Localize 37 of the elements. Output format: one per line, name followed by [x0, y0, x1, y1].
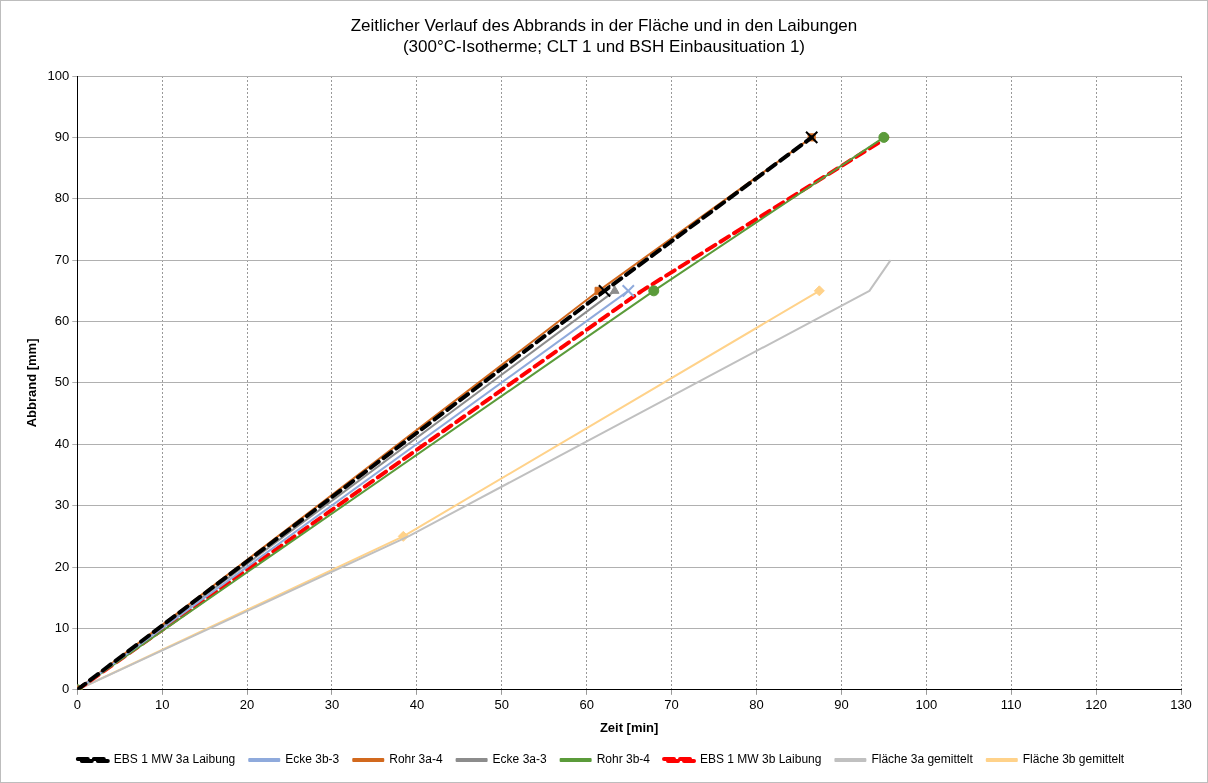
y-tick-label: 60 [54, 313, 70, 329]
x-tick-label: 90 [834, 697, 849, 713]
y-tick-label: 70 [54, 251, 70, 267]
x-axis-title: Zeit [min] [599, 719, 659, 735]
x-tick-label: 70 [664, 697, 679, 713]
x-tick-label: 0 [73, 697, 81, 713]
y-tick-label: 0 [62, 681, 70, 697]
legend-label: Fläche 3b gemittelt [1022, 752, 1125, 767]
x-tick-label: 10 [154, 697, 170, 713]
x-tick-label: 80 [749, 697, 764, 713]
y-tick-label: 20 [54, 558, 70, 574]
legend-label: Fläche 3a gemittelt [871, 752, 974, 767]
legend-label: EBS 1 MW 3a Laibung [113, 752, 236, 767]
x-tick-label: 20 [239, 697, 255, 713]
y-axis-title: Abbrand [mm] [24, 338, 40, 428]
chart-subtitle: (300°C-Isotherme; CLT 1 und BSH Einbausituation 1) [401, 36, 807, 57]
y-tick-label: 100 [47, 67, 70, 83]
y-tick-label: 10 [54, 620, 70, 635]
x-tick-label: 120 [1085, 697, 1107, 713]
x-tick-label: 130 [1170, 697, 1192, 713]
y-tick-label: 90 [54, 128, 70, 144]
x-tick-label: 40 [409, 697, 425, 713]
legend-label: EBS 1 MW 3b Laibung [700, 752, 822, 767]
y-tick-label: 40 [54, 435, 70, 451]
x-tick-label: 30 [324, 697, 340, 713]
x-tick-label: 110 [1000, 697, 1022, 713]
x-tick-label: 100 [915, 697, 938, 713]
x-tick-label: 60 [579, 697, 594, 713]
legend-label: Rohr 3a-4 [389, 752, 443, 767]
chart-title: Zeitlicher Verlauf des Abbrands in der Fläche und in den Laibungen [349, 15, 859, 36]
legend-label: Ecke 3b-3 [285, 752, 340, 767]
x-tick-label: 50 [494, 697, 510, 713]
legend-label: Rohr 3b-4 [596, 752, 651, 767]
legend-label: Ecke 3a-3 [492, 752, 547, 767]
y-tick-label: 30 [54, 497, 70, 513]
y-tick-label: 80 [54, 190, 70, 206]
y-tick-label: 50 [54, 374, 70, 390]
